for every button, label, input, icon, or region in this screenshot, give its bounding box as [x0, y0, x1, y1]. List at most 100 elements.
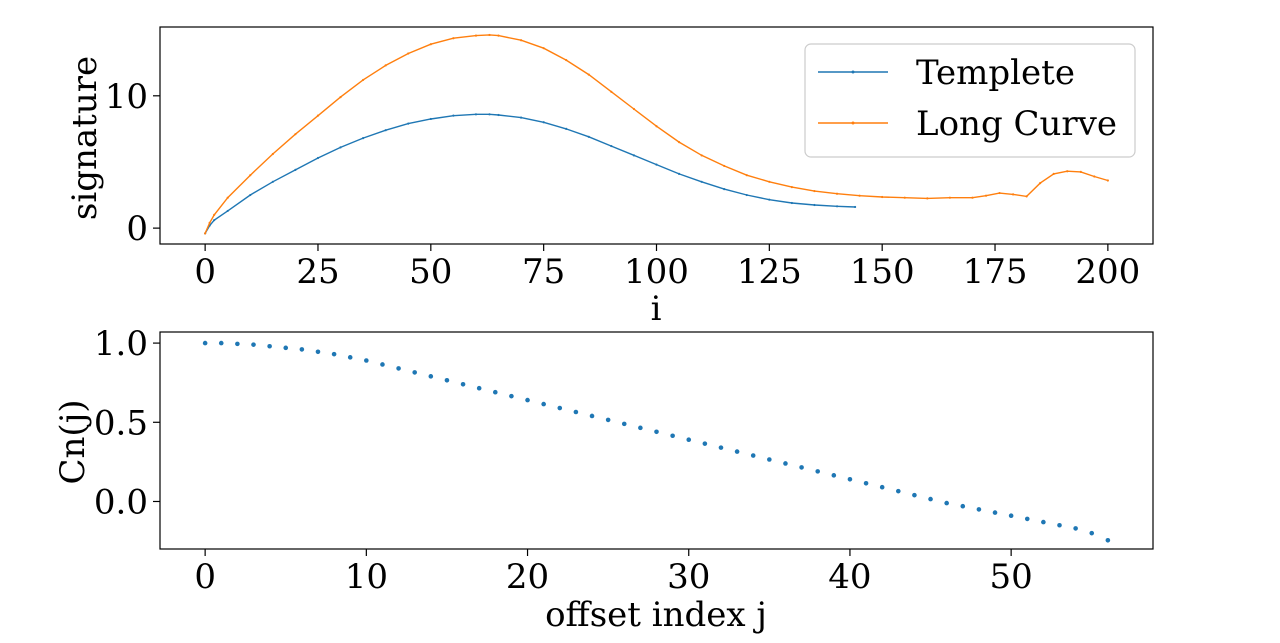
scatter-point: [863, 480, 869, 486]
series-point-long-curve: [610, 90, 613, 93]
bottom-x-ticks: 0 10 20 30 40 50: [194, 549, 1033, 597]
series-point-long-curve: [745, 174, 748, 177]
series-point-templete: [790, 201, 794, 205]
top-series-group: [204, 33, 1109, 235]
scatter-point: [621, 421, 627, 427]
scatter-point: [815, 469, 821, 474]
scatter-point: [976, 507, 982, 512]
series-point-templete: [213, 219, 216, 222]
series-point-long-curve: [1039, 182, 1042, 185]
series-point-templete: [452, 114, 455, 117]
scatter-point: [283, 345, 289, 351]
series-point-templete: [813, 203, 816, 207]
scatter-point: [638, 425, 643, 431]
series-point-templete: [655, 163, 658, 166]
scatter-point: [218, 340, 224, 346]
series-point-templete: [226, 209, 229, 213]
bottom-plot-frame: [159, 331, 1154, 550]
series-point-templete: [474, 113, 478, 116]
bottom-y-ticks: 0.0 0.5 1.0: [94, 324, 160, 522]
series-point-templete: [854, 205, 857, 209]
x-tick-label: 100: [624, 252, 689, 292]
series-point-long-curve: [835, 192, 839, 195]
series-point-long-curve: [881, 195, 884, 199]
scatter-point: [928, 496, 933, 502]
series-point-long-curve: [339, 96, 342, 99]
series-point-templete: [488, 113, 491, 116]
top-y-axis-label: signature: [65, 56, 105, 220]
scatter-point: [1105, 537, 1111, 543]
series-point-templete: [271, 180, 274, 183]
series-point-long-curve: [1079, 170, 1082, 173]
scatter-point: [347, 355, 353, 360]
series-point-long-curve: [655, 125, 658, 128]
series-point-long-curve: [204, 232, 207, 235]
series-point-long-curve: [542, 47, 545, 50]
scatter-point: [847, 477, 853, 482]
series-point-long-curve: [790, 186, 794, 189]
series-point-long-curve: [497, 34, 500, 37]
bottom-series-group: [202, 340, 1111, 543]
top-y-ticks: 0 10: [105, 77, 160, 249]
series-point-long-curve: [700, 154, 703, 157]
x-tick-label: 0: [194, 252, 216, 292]
scatter-point: [251, 342, 256, 347]
scatter-point: [1008, 513, 1014, 519]
y-tick-label: 0: [126, 209, 148, 249]
scatter-point: [492, 389, 498, 395]
series-point-templete: [542, 121, 545, 124]
scatter-point: [702, 441, 708, 446]
series-point-templete: [768, 198, 771, 201]
legend-label-templete: Templete: [916, 53, 1075, 93]
series-point-templete: [610, 144, 613, 148]
scatter-point: [573, 409, 579, 415]
scatter-point: [750, 453, 756, 458]
x-tick-label: 40: [828, 557, 871, 597]
series-point-templete: [700, 180, 703, 183]
scatter-point: [396, 366, 401, 371]
legend-marker-long-curve: [851, 121, 855, 125]
series-point-long-curve: [519, 39, 523, 42]
series-point-long-curve: [677, 141, 681, 144]
legend-label-long-curve: Long Curve: [916, 104, 1117, 144]
series-point-templete: [565, 127, 568, 130]
series-point-templete: [384, 129, 387, 132]
scatter-point: [944, 500, 949, 506]
scatter-point: [235, 341, 240, 347]
series-point-templete: [677, 172, 681, 175]
series-point-long-curve: [1066, 170, 1069, 173]
scatter-point: [460, 381, 466, 387]
series-point-templete: [497, 113, 500, 117]
scatter-point: [718, 445, 724, 450]
scatter-point: [202, 340, 208, 346]
y-tick-label: 1.0: [94, 324, 148, 364]
series-point-templete: [249, 193, 252, 197]
y-tick-label: 0.0: [94, 482, 148, 522]
series-point-long-curve: [1011, 193, 1015, 196]
series-point-long-curve: [1025, 195, 1028, 198]
scatter-point: [315, 349, 321, 355]
scatter-point: [654, 429, 659, 435]
series-point-long-curve: [768, 180, 771, 183]
bottom-chart: 0 10 20 30 40 50 0.0 0.5 1.0 offset index j Cn(…: [53, 324, 1154, 635]
series-point-long-curve: [213, 213, 216, 216]
series-point-long-curve: [971, 196, 974, 199]
series-point-templete: [339, 146, 342, 149]
series-point-long-curve: [226, 196, 229, 199]
series-point-long-curve: [1106, 179, 1109, 182]
scatter-point: [912, 492, 917, 498]
scatter-point: [331, 351, 337, 357]
scatter-point: [896, 488, 901, 494]
series-point-long-curve: [407, 52, 410, 55]
y-tick-label: 10: [105, 77, 148, 117]
scatter-point: [767, 457, 772, 462]
series-point-templete: [429, 117, 432, 121]
scatter-point: [1073, 526, 1078, 531]
series-point-long-curve: [294, 133, 297, 136]
x-tick-label: 50: [990, 557, 1033, 597]
top-x-ticks: 0 25 50 75 100 125 150 175 200: [194, 244, 1140, 292]
series-point-templete: [723, 187, 726, 191]
x-tick-label: 75: [522, 252, 565, 292]
bottom-x-axis-label: offset index j: [545, 595, 767, 635]
